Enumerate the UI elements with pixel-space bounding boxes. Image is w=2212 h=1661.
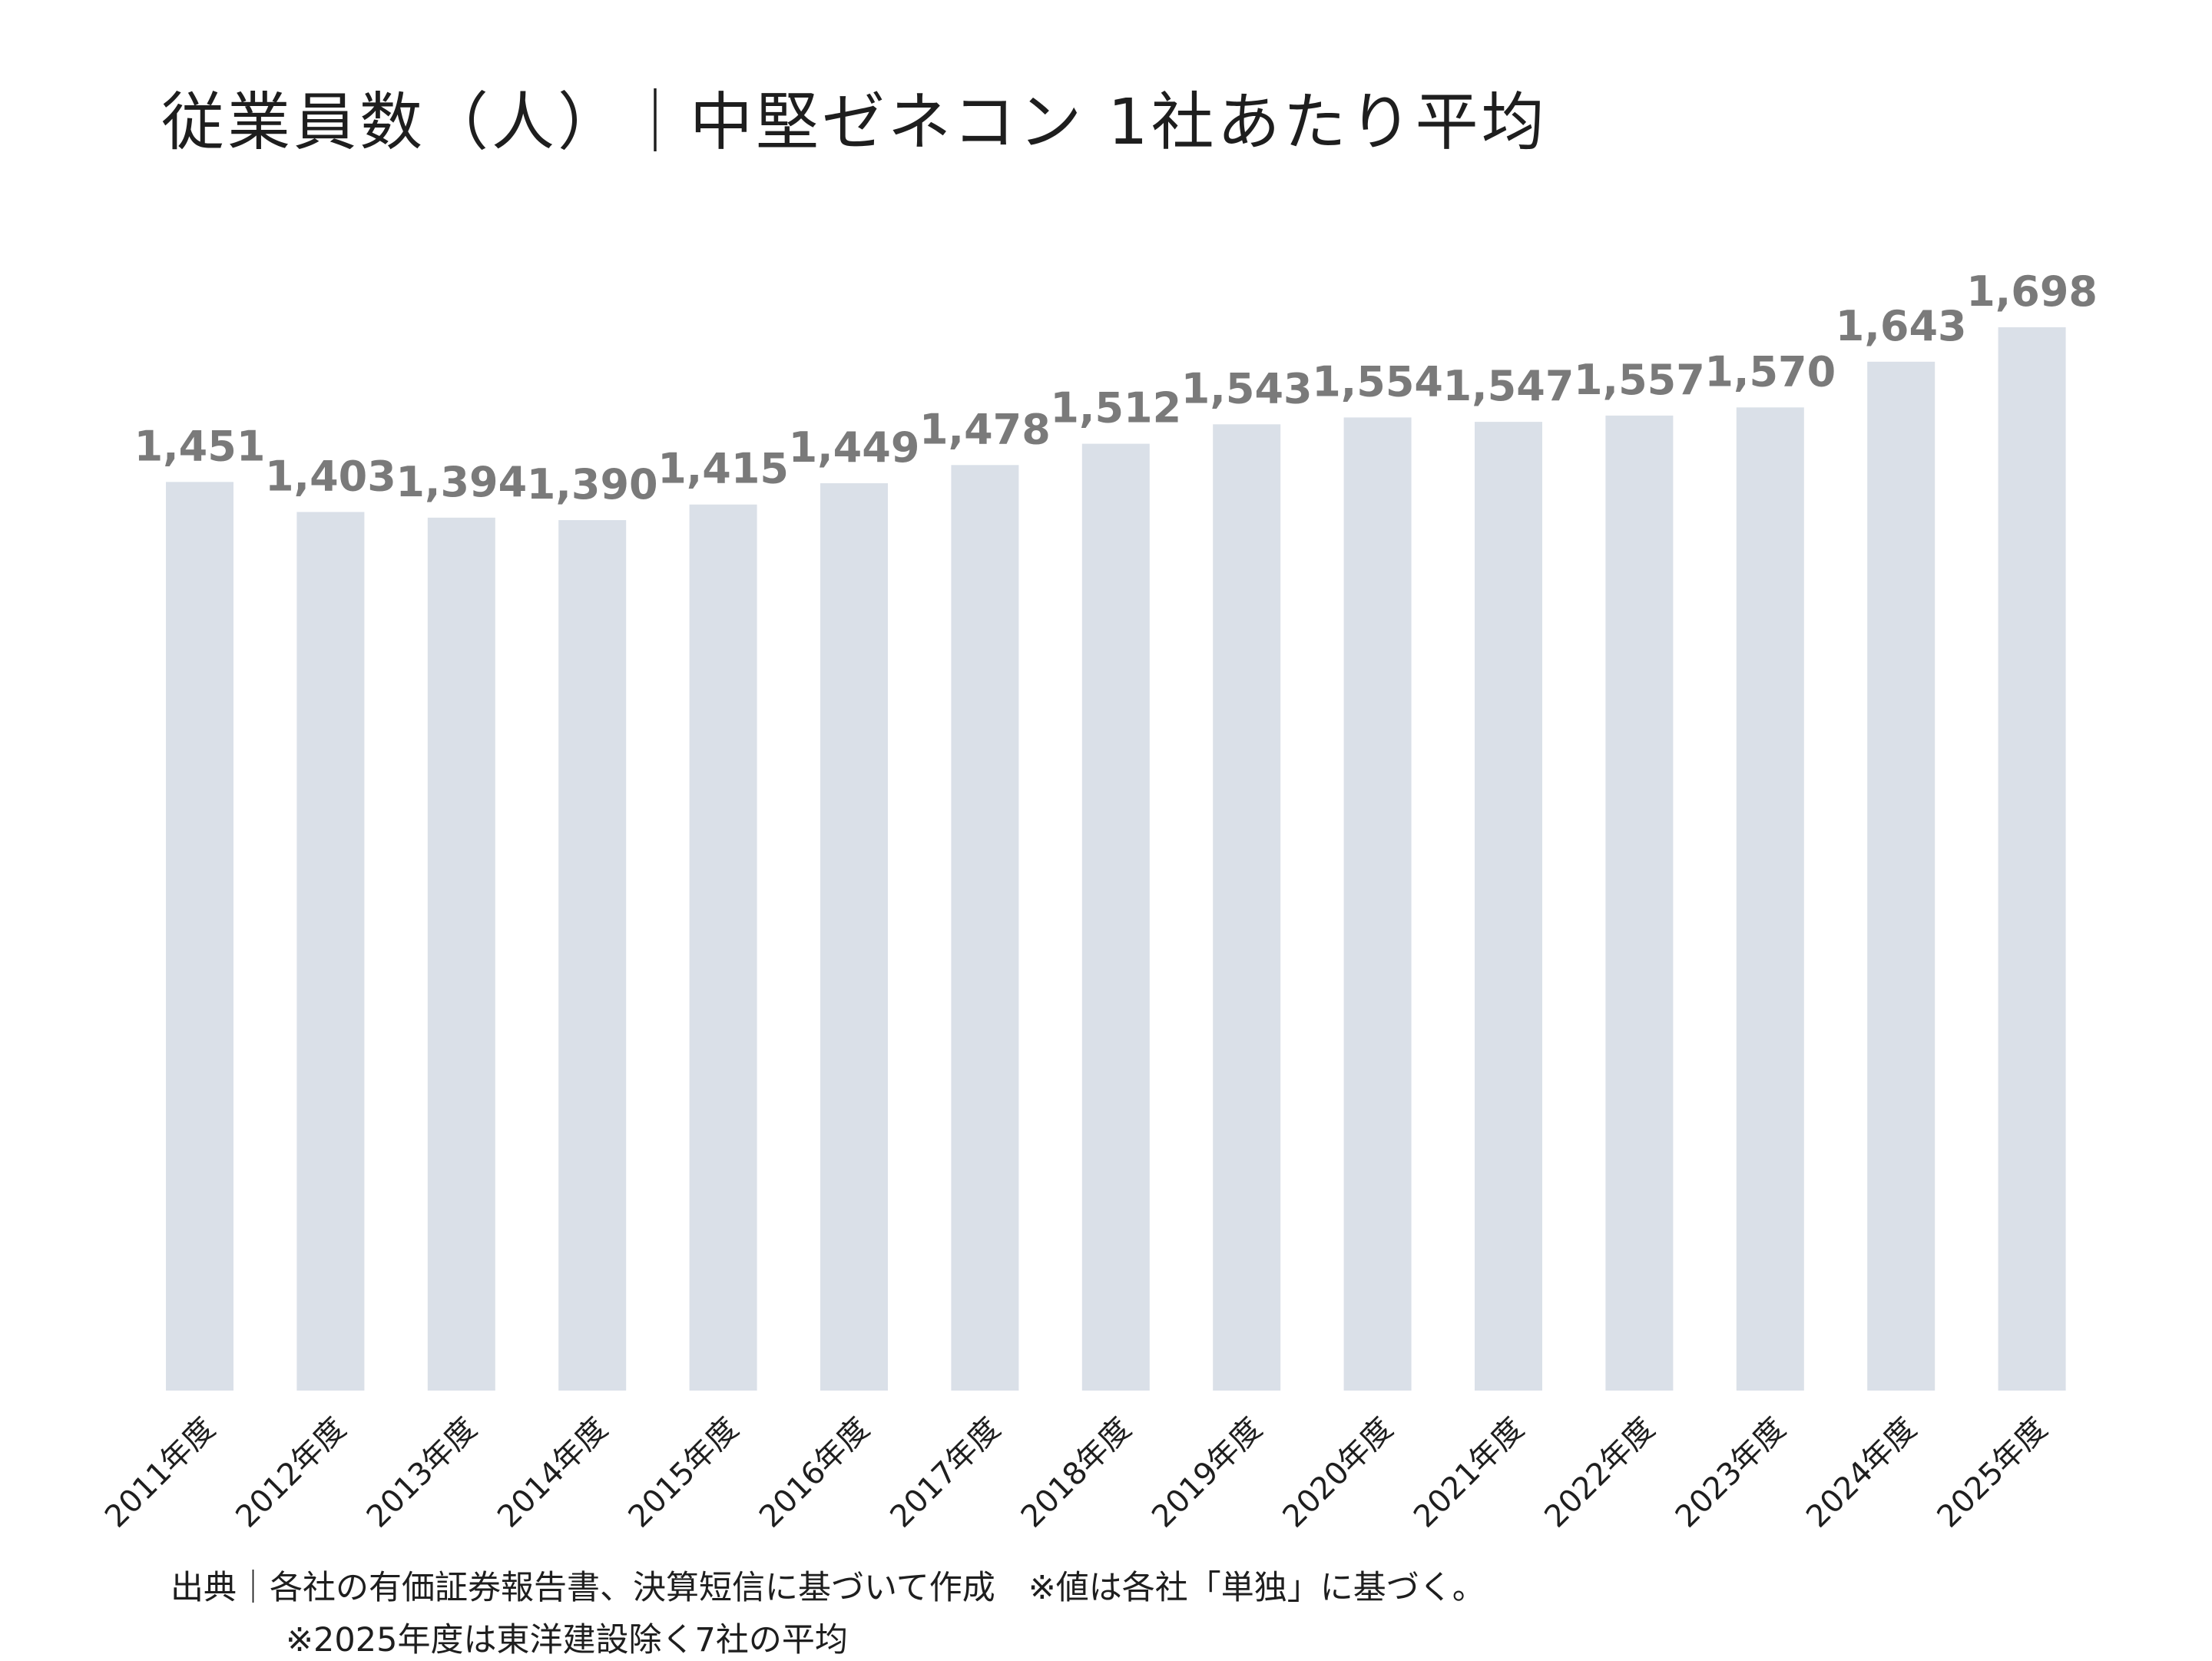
bar-2017年度 (951, 465, 1019, 1391)
x-tick-label: 2025年度 (1931, 1411, 2055, 1535)
x-axis-tick-labels: 2011年度 2012年度 2013年度 2014年度 2015年度 2016年度 2017… (98, 1411, 2055, 1535)
x-tick-label: 2016年度 (753, 1411, 876, 1535)
value-label: 1,543 (1181, 364, 1313, 413)
x-tick-label: 2017年度 (883, 1411, 1007, 1535)
bar-2019年度 (1213, 424, 1281, 1391)
value-label: 1,512 (1050, 384, 1181, 433)
bar-2023年度 (1736, 407, 1804, 1391)
value-label: 1,478 (919, 405, 1051, 453)
bar-2013年度 (427, 517, 495, 1391)
bar-2015年度 (689, 504, 757, 1391)
value-label: 1,554 (1312, 357, 1443, 406)
bar-2012年度 (296, 512, 365, 1391)
x-tick-label: 2019年度 (1145, 1411, 1269, 1535)
x-tick-label: 2018年度 (1015, 1411, 1138, 1535)
value-label: 1,390 (527, 460, 658, 509)
x-tick-label: 2024年度 (1800, 1411, 1923, 1535)
x-tick-label: 2011年度 (98, 1411, 222, 1535)
x-tick-label: 2021年度 (1407, 1411, 1531, 1535)
x-tick-label: 2020年度 (1277, 1411, 1400, 1535)
page-title: 従業員数（人）｜中堅ゼネコン 1社あたり平均 (161, 86, 1548, 159)
note-2025-footnote: ※2025年度は東洋建設除く7社の平均 (286, 1621, 848, 1659)
value-label: 1,451 (134, 422, 266, 470)
value-label: 1,403 (265, 452, 396, 500)
value-label: 1,643 (1836, 302, 1967, 350)
value-label: 1,557 (1574, 356, 1705, 404)
bar-2025年度 (1998, 327, 2066, 1391)
bar-2014年度 (558, 520, 627, 1391)
x-tick-label: 2015年度 (622, 1411, 746, 1535)
bar-2021年度 (1475, 422, 1542, 1391)
bar-2022年度 (1605, 415, 1674, 1391)
value-label: 1,547 (1443, 362, 1575, 410)
x-tick-label: 2023年度 (1669, 1411, 1793, 1535)
x-tick-label: 2013年度 (360, 1411, 484, 1535)
bars (166, 327, 2066, 1391)
value-label: 1,449 (789, 423, 920, 472)
bar-2011年度 (166, 482, 233, 1391)
x-tick-label: 2014年度 (491, 1411, 614, 1535)
bar-2018年度 (1081, 443, 1150, 1391)
x-tick-label: 2012年度 (229, 1411, 353, 1535)
bar-2020年度 (1343, 417, 1412, 1391)
value-label: 1,570 (1704, 347, 1836, 396)
source-footnote: 出典｜各社の有価証券報告書、決算短信に基づいて作成 ※値は各社「単独」に基づく。 (171, 1569, 1485, 1607)
bar-2016年度 (820, 483, 888, 1391)
value-label: 1,698 (1966, 267, 2098, 316)
bar-2024年度 (1867, 361, 1936, 1391)
x-tick-label: 2022年度 (1538, 1411, 1661, 1535)
value-label: 1,394 (396, 458, 527, 506)
value-label: 1,415 (657, 445, 789, 493)
